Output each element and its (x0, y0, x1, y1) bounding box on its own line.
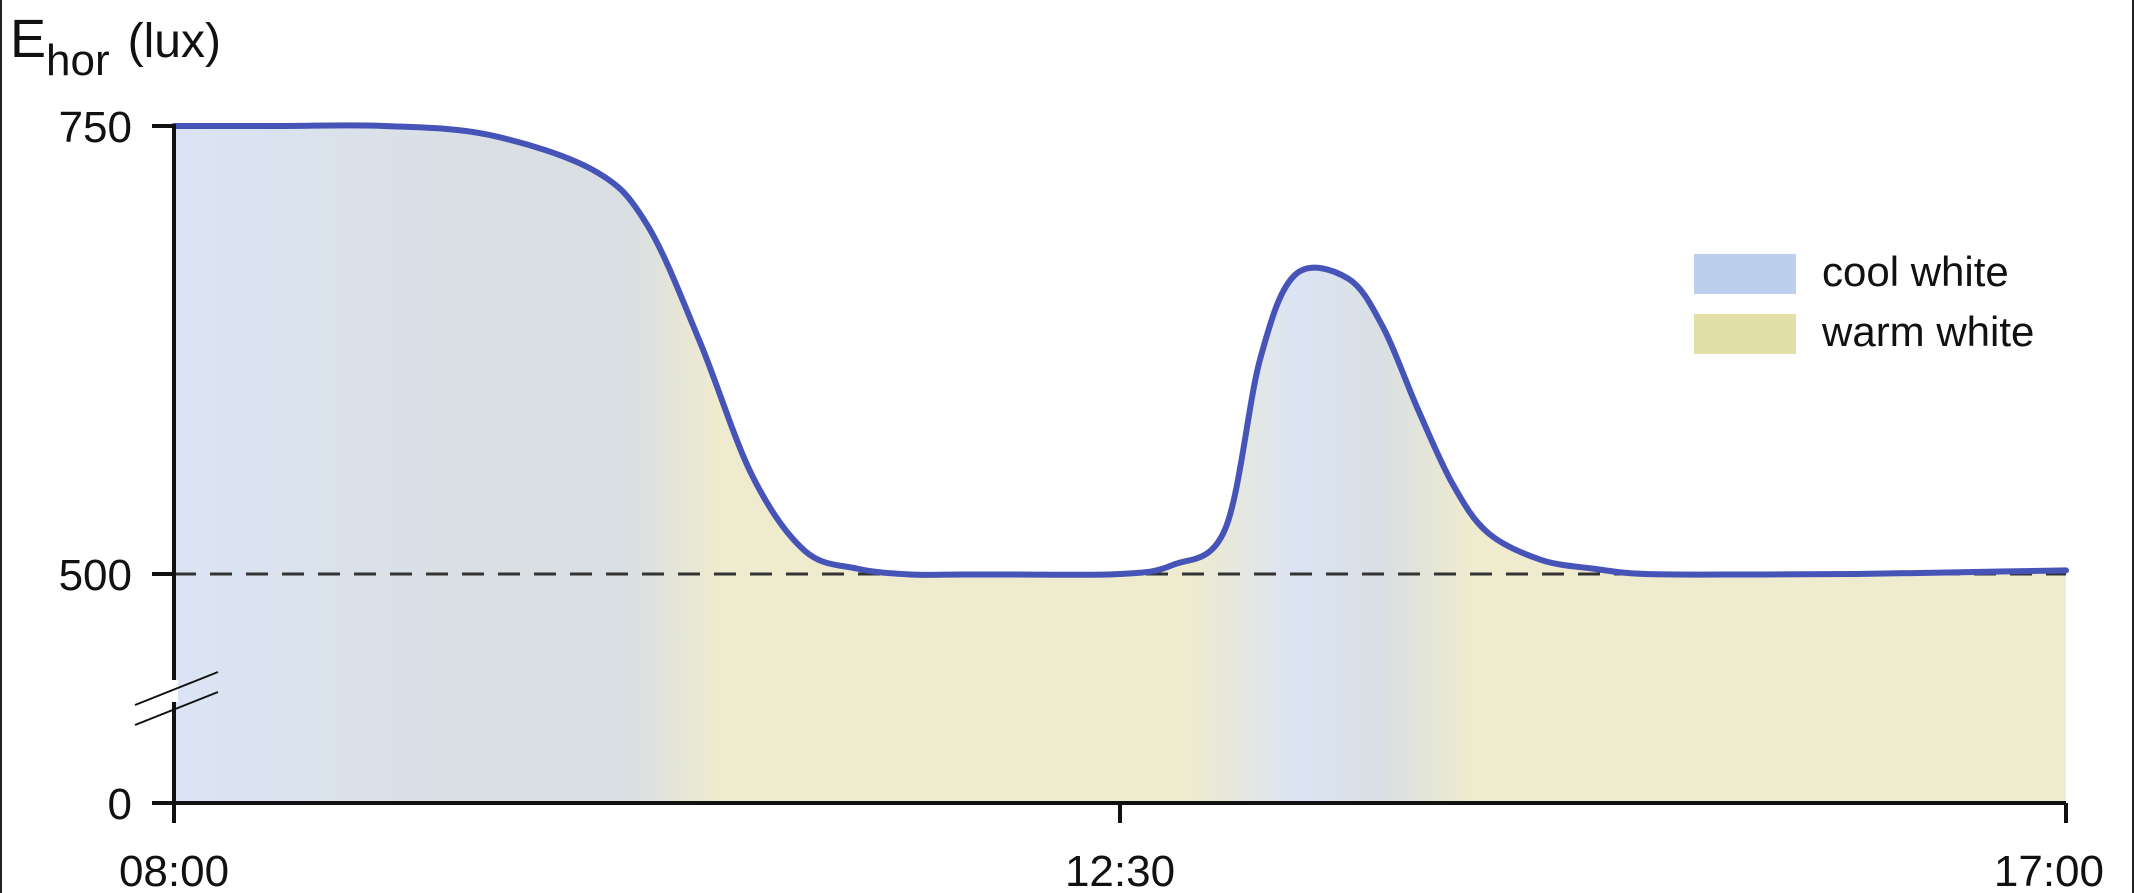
axis-break-gap (170, 680, 178, 702)
axis-break-mark (134, 691, 219, 726)
x-tick-label: 08:00 (119, 847, 229, 893)
x-tick-label: 12:30 (1065, 847, 1175, 893)
legend-swatch (1694, 254, 1796, 294)
axis-break-mark (134, 671, 219, 706)
area-fill (174, 125, 2066, 803)
series-line (171, 122, 2069, 578)
y-axis-subscript: hor (46, 36, 110, 85)
y-tick-label: 500 (59, 551, 132, 600)
y-axis-title: Ehor (lux) (10, 8, 221, 85)
y-tick-label: 750 (59, 103, 132, 152)
x-tick-label: 17:00 (1994, 847, 2104, 893)
y-tick-label: 0 (108, 780, 132, 829)
legend-swatch (1694, 314, 1796, 354)
y-axis-symbol: E (10, 9, 47, 69)
legend: cool white warm white (1694, 248, 2034, 355)
legend-label: warm white (1821, 308, 2034, 355)
legend-label: cool white (1822, 248, 2009, 295)
y-axis-unit: (lux) (127, 15, 221, 68)
